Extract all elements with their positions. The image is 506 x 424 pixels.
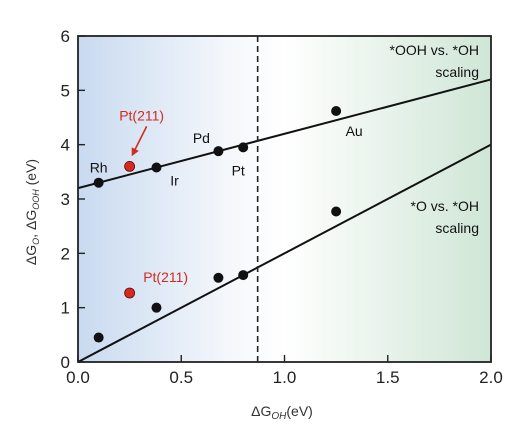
- x-axis-label-sub: OH: [271, 411, 287, 422]
- point-label-pt: Pt: [232, 162, 245, 178]
- point-label-pt-211-: Pt(211): [143, 269, 188, 285]
- point-label-ir: Ir: [170, 172, 179, 188]
- highlight-point-0-1: [124, 160, 136, 172]
- point-label-pd: Pd: [193, 130, 210, 146]
- data-point-1-0: [93, 332, 104, 343]
- data-point-0-2: [151, 162, 162, 173]
- point-label-pt-211-: Pt(211): [119, 107, 164, 123]
- y-tick-label: 0: [61, 353, 70, 372]
- data-point-1-2: [151, 302, 162, 313]
- data-point-1-4: [238, 270, 249, 281]
- point-labels: Rh Pt(211) Ir Pd Pt Au Pt(211): [90, 107, 363, 285]
- data-point-0-3: [213, 146, 224, 157]
- y-axis-label-sub1: O: [31, 238, 41, 245]
- series-label-0-line-1: scaling: [435, 64, 479, 80]
- data-point-0-0: [93, 177, 104, 188]
- x-axis-label-main: ΔG: [251, 403, 271, 419]
- data-point-1-3: [213, 272, 224, 283]
- fit-line-ooh: [77, 78, 492, 190]
- x-axis-label: ΔGOH(eV): [251, 403, 313, 422]
- series-label-1-line-0: *O vs. *OH: [411, 198, 479, 214]
- series-labels: *OOH vs. *OH scaling *O vs. *OH scaling: [390, 42, 479, 236]
- data-point-0-5: [331, 105, 342, 116]
- y-tick-label: 1: [61, 299, 70, 318]
- data-points: [93, 105, 342, 343]
- x-tick-label: 1.5: [376, 368, 400, 387]
- series-label-1-line-1: scaling: [435, 220, 479, 236]
- x-tick-label: 1.0: [273, 368, 297, 387]
- y-tick-label: 2: [61, 244, 70, 263]
- y-axis-label: ΔGO, ΔGOOH (eV): [23, 159, 41, 265]
- x-axis-label-unit: (eV): [286, 403, 312, 419]
- plot-background: [78, 36, 491, 362]
- y-axis-label-main: ΔG: [23, 245, 39, 265]
- fit-lines: [77, 78, 492, 363]
- y-tick-label: 6: [61, 27, 70, 46]
- highlight-point-1-1: [124, 287, 136, 299]
- point-label-au: Au: [346, 123, 363, 139]
- y-axis: 0 1 2 3 4 5 6: [61, 27, 85, 372]
- data-point-0-4: [238, 142, 249, 153]
- x-tick-label: 0.5: [169, 368, 193, 387]
- fit-line-o: [77, 143, 492, 363]
- y-axis-label-sub2: OOH: [31, 189, 41, 210]
- y-tick-label: 5: [61, 81, 70, 100]
- series-label-0-line-0: *OOH vs. *OH: [390, 42, 479, 58]
- y-tick-label: 3: [61, 190, 70, 209]
- point-label-rh: Rh: [90, 160, 108, 176]
- pt211-arrow: [131, 126, 148, 157]
- x-tick-label: 2.0: [479, 368, 503, 387]
- y-tick-label: 4: [61, 136, 70, 155]
- y-axis-label-mid: , ΔG: [23, 210, 39, 238]
- y-axis-label-unit: (eV): [23, 159, 39, 189]
- x-axis: 0.0 0.5 1.0 1.5 2.0: [66, 355, 503, 387]
- x-tick-label: 0.0: [66, 368, 90, 387]
- data-point-1-5: [331, 206, 342, 217]
